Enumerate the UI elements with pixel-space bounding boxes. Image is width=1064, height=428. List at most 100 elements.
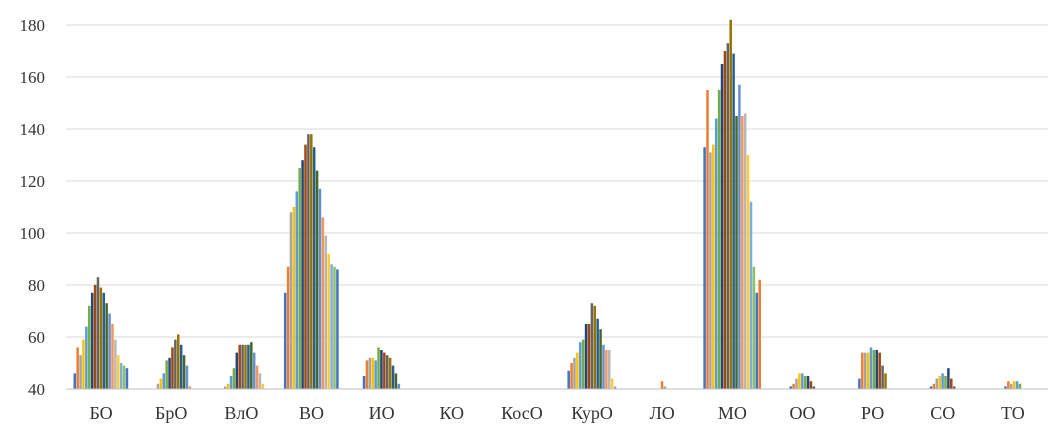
bar bbox=[746, 155, 750, 389]
bar bbox=[119, 363, 123, 389]
bar bbox=[573, 357, 576, 389]
bar bbox=[310, 134, 313, 389]
x-tick-label: РО bbox=[861, 403, 884, 423]
bar bbox=[162, 373, 166, 389]
bar bbox=[82, 339, 85, 389]
bars bbox=[73, 19, 1022, 390]
x-tick-label: ТО bbox=[1001, 403, 1025, 423]
bar bbox=[122, 365, 126, 389]
bar bbox=[324, 235, 328, 389]
bar bbox=[1018, 383, 1022, 389]
x-tick-label: КО bbox=[440, 403, 465, 423]
bar bbox=[111, 324, 114, 389]
bar bbox=[125, 368, 129, 389]
bar bbox=[388, 357, 392, 389]
x-tick-label: МО bbox=[718, 403, 747, 423]
bar bbox=[171, 347, 174, 389]
x-tick-label: ИО bbox=[369, 403, 395, 423]
bar bbox=[792, 383, 795, 389]
x-tick-label: БрО bbox=[155, 403, 187, 423]
bar bbox=[73, 373, 77, 389]
bar bbox=[587, 324, 591, 389]
bar bbox=[738, 84, 741, 390]
bar bbox=[935, 378, 939, 389]
bar bbox=[861, 352, 864, 389]
bar bbox=[244, 344, 247, 389]
bar bbox=[238, 344, 241, 389]
bar bbox=[229, 376, 233, 389]
y-tick-labels: 40 60 80 100 120 140 160 180 bbox=[20, 16, 46, 399]
bar bbox=[608, 350, 611, 389]
bar bbox=[743, 113, 747, 390]
bar bbox=[758, 279, 761, 389]
bar bbox=[755, 292, 759, 389]
bar bbox=[312, 147, 316, 389]
y-tick-label: 180 bbox=[20, 16, 46, 35]
y-tick-label: 160 bbox=[20, 68, 46, 87]
bar bbox=[602, 344, 605, 389]
bar bbox=[226, 383, 230, 389]
bar bbox=[869, 347, 873, 389]
y-tick-label: 80 bbox=[28, 276, 45, 295]
bar bbox=[717, 90, 721, 389]
bar bbox=[613, 386, 617, 389]
y-tick-label: 100 bbox=[20, 224, 46, 243]
bar bbox=[567, 370, 570, 389]
bar bbox=[803, 376, 807, 389]
bar bbox=[1010, 383, 1013, 389]
bar bbox=[327, 253, 330, 389]
bar bbox=[365, 360, 369, 389]
bar bbox=[703, 147, 706, 389]
bar bbox=[85, 326, 88, 389]
bar bbox=[858, 378, 861, 389]
bar bbox=[114, 339, 117, 389]
bar bbox=[383, 352, 386, 389]
bar bbox=[96, 277, 100, 389]
bar bbox=[185, 365, 189, 389]
bar bbox=[789, 386, 792, 389]
bar bbox=[809, 381, 813, 389]
bar bbox=[385, 355, 389, 389]
x-tick-label: БО bbox=[89, 403, 112, 423]
bar bbox=[579, 342, 582, 389]
bar bbox=[283, 292, 287, 389]
bar bbox=[596, 318, 599, 389]
bar bbox=[292, 207, 296, 389]
x-tick-label: СО bbox=[930, 403, 955, 423]
bar bbox=[706, 90, 709, 389]
bar bbox=[336, 269, 339, 389]
bar bbox=[884, 373, 887, 389]
bar bbox=[944, 376, 947, 389]
bar bbox=[307, 134, 310, 389]
bar bbox=[76, 347, 79, 389]
bar bbox=[1015, 381, 1019, 389]
bar bbox=[878, 352, 881, 389]
bar bbox=[79, 355, 82, 389]
bar bbox=[108, 313, 111, 389]
bar bbox=[182, 355, 186, 389]
bar bbox=[663, 386, 667, 389]
bar bbox=[952, 386, 956, 389]
bar bbox=[798, 373, 801, 389]
bar bbox=[321, 217, 325, 389]
bar bbox=[660, 381, 664, 389]
x-tick-label: ВлО bbox=[224, 403, 258, 423]
bar bbox=[729, 19, 732, 390]
bar bbox=[712, 144, 715, 389]
bar bbox=[812, 386, 816, 389]
x-tick-label: ВО bbox=[299, 403, 324, 423]
bar bbox=[593, 305, 597, 389]
bar bbox=[709, 152, 712, 389]
bar bbox=[872, 350, 876, 389]
bar bbox=[374, 360, 377, 389]
bar bbox=[88, 305, 91, 389]
bar bbox=[584, 324, 588, 389]
bar bbox=[1007, 381, 1010, 389]
bar bbox=[295, 191, 299, 389]
bar bbox=[929, 386, 933, 389]
bar bbox=[250, 342, 253, 389]
bar bbox=[732, 53, 735, 389]
bar bbox=[726, 43, 730, 389]
bar bbox=[117, 355, 120, 389]
